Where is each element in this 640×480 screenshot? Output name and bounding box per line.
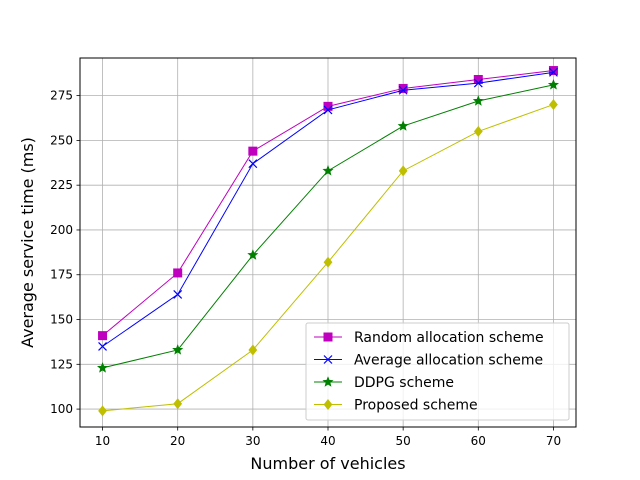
y-axis-label: Average service time (ms) <box>18 137 37 348</box>
data-point <box>97 362 109 373</box>
series-group <box>97 66 559 417</box>
y-tick-label: 125 <box>50 357 73 371</box>
y-tick-label: 175 <box>50 268 73 282</box>
x-tick-label: 10 <box>95 434 110 448</box>
data-point-stroke <box>473 78 483 88</box>
data-point <box>323 256 333 268</box>
data-point <box>173 268 183 278</box>
legend-entry: DDPG scheme <box>314 375 454 391</box>
x-tick-label: 20 <box>170 434 185 448</box>
data-point <box>323 105 333 115</box>
data-point <box>549 99 558 111</box>
grid <box>80 58 576 427</box>
data-point <box>548 66 558 76</box>
data-point <box>549 67 558 77</box>
data-point <box>247 249 259 260</box>
legend-marker <box>323 355 333 364</box>
legend-entry: Proposed scheme <box>314 398 478 414</box>
legend-label: Proposed scheme <box>354 398 478 414</box>
data-point-stroke <box>173 290 183 299</box>
x-tick-label: 50 <box>396 434 411 448</box>
legend-marker <box>322 376 334 387</box>
x-tick-label: 60 <box>471 434 486 448</box>
series-2 <box>98 67 558 351</box>
axis-ticks: 10 20 30 40 50 60 70 100 125 150 175 200 225 250 275 <box>50 89 561 448</box>
data-point <box>173 398 183 410</box>
data-point <box>398 165 408 177</box>
y-tick-label: 275 <box>50 89 73 103</box>
data-point <box>173 290 183 299</box>
data-point <box>172 344 184 355</box>
data-point-stroke <box>98 341 107 351</box>
series-4 <box>98 99 558 417</box>
data-point <box>547 79 559 90</box>
y-tick-label: 200 <box>50 223 73 237</box>
legend-entry: Average allocation scheme <box>314 353 543 369</box>
series-3 <box>97 79 559 373</box>
legend-marker-stroke <box>323 355 333 364</box>
data-point-stroke <box>323 105 333 115</box>
x-tick-label: 70 <box>546 434 561 448</box>
x-axis-label: Number of vehicles <box>250 454 405 473</box>
data-point <box>322 165 334 176</box>
data-point <box>98 341 107 351</box>
y-tick-label: 100 <box>50 402 73 416</box>
x-tick-label: 30 <box>245 434 260 448</box>
data-point-stroke <box>549 67 558 77</box>
data-point <box>98 405 107 417</box>
legend-box <box>305 322 570 421</box>
x-tick-label: 40 <box>320 434 335 448</box>
data-point <box>473 78 483 88</box>
data-point <box>398 85 408 95</box>
legend-label: Average allocation scheme <box>354 353 543 369</box>
legend-label: Random allocation scheme <box>354 330 544 346</box>
y-tick-label: 225 <box>50 178 73 192</box>
data-point <box>98 331 108 341</box>
data-point <box>472 95 484 106</box>
legend-entry: Random allocation scheme <box>314 330 544 346</box>
legend-marker <box>323 399 333 410</box>
data-point <box>248 159 258 169</box>
data-point <box>397 120 409 131</box>
data-point <box>473 125 483 137</box>
y-tick-label: 150 <box>50 313 73 327</box>
data-point <box>248 146 258 156</box>
data-point <box>398 83 408 93</box>
data-point <box>248 344 258 356</box>
data-point-stroke <box>398 85 408 95</box>
legend: Random allocation scheme Average allocati… <box>305 322 570 421</box>
y-tick-label: 250 <box>50 133 73 147</box>
legend-label: DDPG scheme <box>354 375 454 391</box>
data-point-stroke <box>248 159 258 169</box>
legend-marker <box>323 332 333 342</box>
